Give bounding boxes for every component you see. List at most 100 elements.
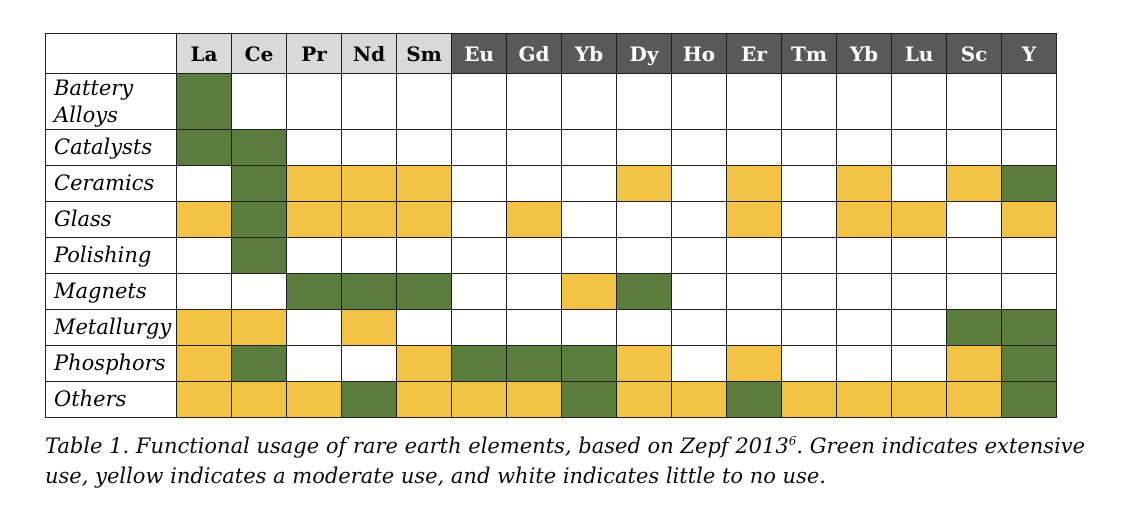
usage-cell-yellow [506, 201, 562, 238]
usage-cell-yellow [781, 381, 837, 418]
table-row-battery-alloys: Battery Alloys [45, 73, 1057, 130]
usage-cell-yellow [946, 165, 1002, 202]
column-header-yb-7: Yb [561, 33, 617, 74]
usage-cell-green [451, 345, 507, 382]
usage-cell-white [561, 165, 617, 202]
usage-cell-yellow [231, 309, 287, 346]
usage-cell-green [231, 129, 287, 166]
table-row-phosphors: Phosphors [45, 345, 1057, 382]
rare-earth-table: La Ce Pr Nd Sm Eu Gd Yb Dy Ho Er Tm Yb Lu Sc Y Battery … [45, 33, 1057, 418]
usage-cell-white [836, 237, 892, 274]
usage-cell-yellow [286, 165, 342, 202]
usage-cell-white [781, 273, 837, 310]
column-header-ho-9: Ho [671, 33, 727, 74]
usage-cell-green [1001, 165, 1057, 202]
usage-cell-white [176, 273, 232, 310]
usage-cell-white [671, 273, 727, 310]
usage-cell-yellow [891, 381, 947, 418]
usage-cell-yellow [1001, 201, 1057, 238]
table-row-ceramics: Ceramics [45, 165, 1057, 202]
usage-cell-green [341, 381, 397, 418]
usage-cell-white [396, 129, 452, 166]
column-header-tm-11: Tm [781, 33, 837, 74]
column-header-er-10: Er [726, 33, 782, 74]
usage-cell-white [891, 345, 947, 382]
usage-cell-yellow [176, 345, 232, 382]
usage-cell-white [286, 129, 342, 166]
table-row-catalysts: Catalysts [45, 129, 1057, 166]
usage-cell-white [836, 309, 892, 346]
usage-cell-white [341, 345, 397, 382]
usage-cell-green [616, 273, 672, 310]
row-label: Others [45, 381, 177, 418]
usage-cell-white [836, 73, 892, 130]
column-header-lu-13: Lu [891, 33, 947, 74]
row-label: Ceramics [45, 165, 177, 202]
column-header-y-15: Y [1001, 33, 1057, 74]
usage-cell-green [176, 73, 232, 130]
usage-cell-white [286, 309, 342, 346]
usage-cell-white [561, 309, 617, 346]
column-header-ce-1: Ce [231, 33, 287, 74]
usage-cell-white [176, 237, 232, 274]
usage-cell-white [451, 165, 507, 202]
usage-cell-yellow [396, 345, 452, 382]
usage-cell-white [671, 309, 727, 346]
usage-cell-yellow [341, 309, 397, 346]
table-caption: Table 1. Functional usage of rare earth … [45, 432, 1093, 492]
usage-cell-green [1001, 381, 1057, 418]
usage-cell-white [891, 309, 947, 346]
usage-cell-yellow [946, 381, 1002, 418]
usage-cell-green [231, 345, 287, 382]
usage-cell-yellow [176, 381, 232, 418]
usage-cell-yellow [836, 165, 892, 202]
usage-cell-white [506, 165, 562, 202]
usage-cell-white [946, 201, 1002, 238]
usage-cell-green [561, 345, 617, 382]
row-label: Polishing [45, 237, 177, 274]
table-row-polishing: Polishing [45, 237, 1057, 274]
usage-cell-yellow [726, 165, 782, 202]
column-header-eu-5: Eu [451, 33, 507, 74]
usage-cell-yellow [286, 381, 342, 418]
usage-cell-yellow [396, 165, 452, 202]
column-header-dy-8: Dy [616, 33, 672, 74]
usage-cell-yellow [726, 345, 782, 382]
usage-cell-white [1001, 129, 1057, 166]
usage-cell-white [781, 165, 837, 202]
table-row-metallurgy: Metallurgy [45, 309, 1057, 346]
usage-cell-yellow [671, 381, 727, 418]
usage-cell-yellow [561, 273, 617, 310]
usage-cell-white [451, 201, 507, 238]
usage-cell-white [946, 129, 1002, 166]
row-label: Metallurgy [45, 309, 177, 346]
usage-cell-yellow [176, 309, 232, 346]
usage-cell-white [726, 309, 782, 346]
usage-cell-white [781, 345, 837, 382]
usage-cell-white [781, 309, 837, 346]
usage-cell-yellow [946, 345, 1002, 382]
usage-cell-white [781, 129, 837, 166]
usage-cell-yellow [726, 201, 782, 238]
usage-cell-white [451, 237, 507, 274]
usage-cell-green [726, 381, 782, 418]
usage-cell-white [341, 129, 397, 166]
usage-cell-white [561, 129, 617, 166]
usage-cell-white [231, 273, 287, 310]
usage-cell-white [781, 73, 837, 130]
usage-cell-white [891, 237, 947, 274]
usage-cell-yellow [506, 381, 562, 418]
usage-cell-yellow [836, 201, 892, 238]
column-header-yb-12: Yb [836, 33, 892, 74]
corner-cell [45, 33, 177, 74]
caption-citation-superscript: 6 [788, 434, 797, 448]
usage-cell-green [286, 273, 342, 310]
usage-cell-white [396, 309, 452, 346]
usage-cell-white [1001, 273, 1057, 310]
usage-cell-white [726, 237, 782, 274]
usage-cell-white [561, 237, 617, 274]
usage-cell-white [451, 309, 507, 346]
column-header-gd-6: Gd [506, 33, 562, 74]
table-row-magnets: Magnets [45, 273, 1057, 310]
usage-cell-white [946, 237, 1002, 274]
